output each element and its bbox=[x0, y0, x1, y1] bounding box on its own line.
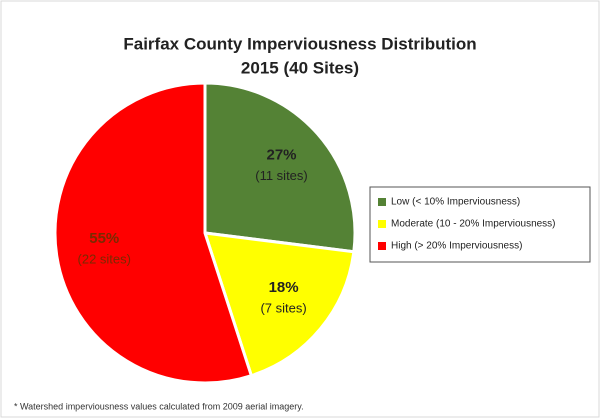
data-sublabel: (7 sites) bbox=[260, 300, 306, 315]
pie-slice bbox=[53, 81, 254, 385]
data-sublabel: (22 sites) bbox=[78, 251, 131, 266]
pie-slice bbox=[202, 231, 356, 378]
legend-box bbox=[369, 186, 591, 263]
legend-swatch bbox=[378, 220, 386, 228]
legend-label: Moderate (10 - 20% Imperviousness) bbox=[391, 219, 556, 230]
pie-slice bbox=[203, 81, 357, 254]
legend-swatch bbox=[378, 198, 386, 206]
data-label: 27% bbox=[266, 147, 296, 164]
legend-swatch bbox=[378, 242, 386, 250]
legend-label: Low (< 10% Imperviousness) bbox=[391, 197, 520, 208]
data-label: 18% bbox=[269, 279, 299, 296]
data-sublabel: (11 sites) bbox=[255, 168, 308, 183]
footnote: * Watershed imperviousness values calcul… bbox=[14, 401, 304, 411]
data-label: 55% bbox=[89, 230, 119, 247]
legend-label: High (> 20% Imperviousness) bbox=[391, 241, 522, 252]
chart-title: Fairfax County Imperviousness Distributi… bbox=[123, 34, 476, 53]
chart-subtitle: 2015 (40 Sites) bbox=[241, 58, 359, 77]
